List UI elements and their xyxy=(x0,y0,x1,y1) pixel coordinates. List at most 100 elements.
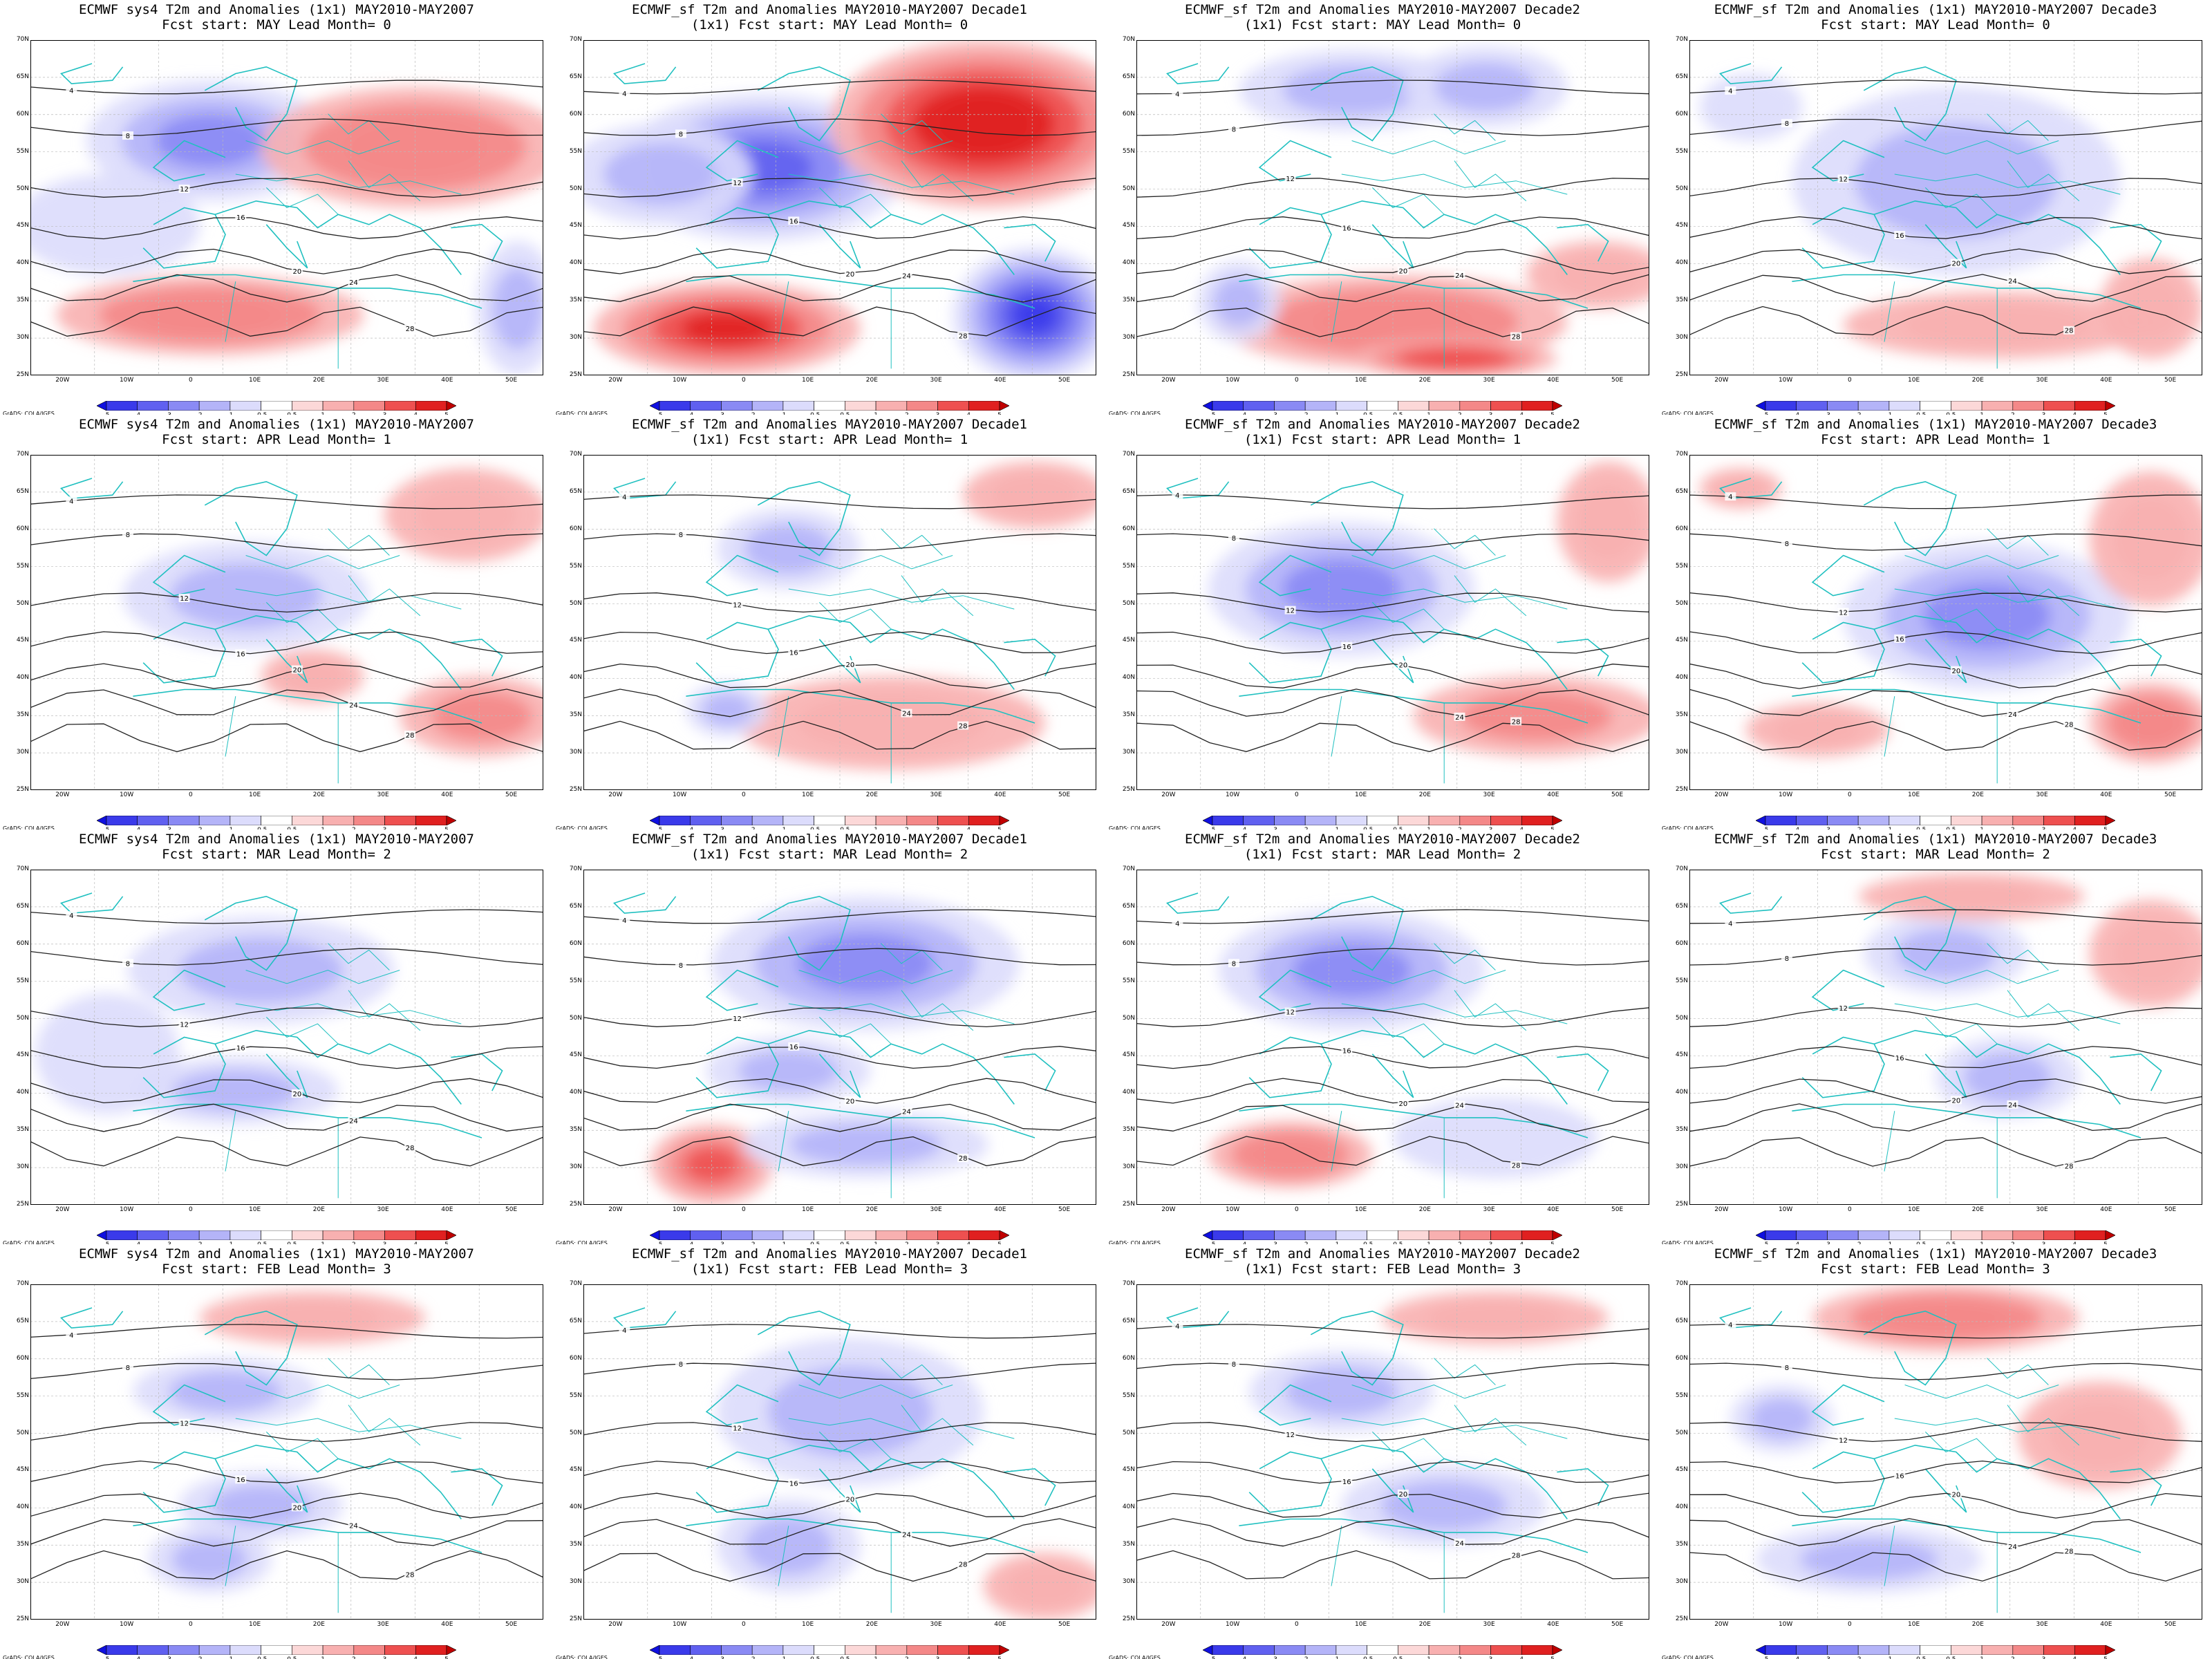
isotherm-contour xyxy=(1136,909,1649,924)
longitude-label: 30E xyxy=(2036,1621,2048,1628)
coastline xyxy=(686,1103,1035,1138)
latitude-label: 70N xyxy=(1675,36,1688,43)
latitude-label: 50N xyxy=(16,1014,29,1022)
colorbar-label: 4 xyxy=(2064,1656,2085,1659)
latitude-label: 65N xyxy=(1122,73,1135,80)
longitude-label: 10W xyxy=(672,377,687,384)
isotherm-contour xyxy=(30,178,543,198)
contour-label: 20 xyxy=(1398,1100,1407,1108)
colorbar-label: -1 xyxy=(220,827,241,830)
isotherm-contour xyxy=(1689,592,2202,613)
coastline xyxy=(818,224,861,269)
isotherm-contour xyxy=(30,216,543,240)
country-border xyxy=(1434,113,1496,141)
anomaly-map: 4 8 12 16 20 24 28 xyxy=(30,870,543,1205)
contour-label: 20 xyxy=(1951,261,1960,268)
coastline xyxy=(1320,615,1568,690)
grads-credit: GrADS: COLA/IGES xyxy=(556,1240,608,1244)
coastline xyxy=(152,140,226,182)
colorbar-label: -2 xyxy=(189,1241,209,1244)
longitude-label: 20W xyxy=(55,1621,70,1628)
contour-label: 8 xyxy=(679,1361,683,1369)
coastline xyxy=(1320,1029,1568,1105)
latitude-label: 25N xyxy=(569,1615,582,1622)
latitude-label: 35N xyxy=(569,297,582,304)
anomaly-area xyxy=(1393,1097,1598,1179)
latitude-label: 35N xyxy=(16,1126,29,1134)
isotherm-contour xyxy=(1689,1137,2202,1167)
colorbar-label: -5 xyxy=(1202,827,1223,830)
colorbar-label: -4 xyxy=(1786,1656,1807,1659)
grads-credit: GrADS: COLA/IGES xyxy=(1109,411,1161,415)
longitude-label: 20W xyxy=(1714,1621,1729,1628)
panel-subtitle: Fcst start: FEB Lead Month= 3 xyxy=(1821,1262,2050,1277)
anomaly-area xyxy=(492,267,543,350)
latitude-label: 45N xyxy=(1675,222,1688,229)
contour-label: 4 xyxy=(622,91,626,98)
country-border xyxy=(235,1418,462,1439)
country-border xyxy=(1894,174,2121,195)
coastline xyxy=(1320,1444,1568,1519)
anomaly-map: 4 8 12 16 20 24 28 xyxy=(30,40,543,375)
contour-label: 16 xyxy=(789,1480,798,1488)
colorbar-label: 5 xyxy=(436,412,457,415)
longitude-label: 50E xyxy=(2164,1206,2177,1213)
longitude-label: 30E xyxy=(1483,1621,1495,1628)
coastline xyxy=(1310,895,1404,971)
longitude-label: 20E xyxy=(865,1621,878,1628)
isotherm-contour xyxy=(583,79,1096,95)
grads-credit: GrADS: COLA/IGES xyxy=(1662,1655,1714,1659)
latitude-label: 30N xyxy=(1675,334,1688,341)
colorbar-label: -5 xyxy=(1755,412,1776,415)
country-border xyxy=(1924,1017,1998,1044)
country-border xyxy=(778,281,789,342)
coastline xyxy=(686,1518,1035,1553)
contour-label: 20 xyxy=(292,1091,301,1098)
coastline xyxy=(1371,1468,1414,1513)
latitude-label: 25N xyxy=(1675,1201,1688,1208)
colorbar-label: 2 xyxy=(1450,1241,1470,1244)
anomaly-area xyxy=(1434,62,1536,112)
latitude-label: 30N xyxy=(569,1578,582,1586)
latitude-label: 60N xyxy=(1675,939,1688,947)
colorbar-label: 4 xyxy=(1511,827,1532,830)
panel-subtitle: Fcst start: MAY Lead Month= 0 xyxy=(162,17,391,32)
colorbar-label: 2 xyxy=(2003,412,2023,415)
panel-title: ECMWF sys4 T2m and Anomalies (1x1) MAY20… xyxy=(79,417,474,432)
contour-label: 8 xyxy=(126,133,130,140)
coastline xyxy=(1863,480,1957,556)
coastline xyxy=(1863,66,1957,142)
contour-label: 28 xyxy=(1512,334,1521,341)
coastline xyxy=(142,1451,226,1513)
map-panel: ECMWF_sf T2m and Anomalies MAY2010-MAY20… xyxy=(553,0,1106,415)
colorbar-label: 2 xyxy=(897,827,917,830)
longitude-label: 40E xyxy=(1547,377,1559,384)
latitude-label: 60N xyxy=(569,1354,582,1362)
longitude-label: 10E xyxy=(1908,1621,1920,1628)
contour-label: 20 xyxy=(1398,662,1407,669)
coastline xyxy=(695,621,779,684)
longitude-label: 30E xyxy=(2036,377,2048,384)
latitude-label: 65N xyxy=(16,487,29,495)
country-border xyxy=(1904,140,2059,155)
longitude-label: 40E xyxy=(441,791,453,798)
colorbar-label: 1 xyxy=(865,412,886,415)
country-border xyxy=(328,1358,390,1385)
isotherm-contour xyxy=(1136,274,1649,303)
colorbar-label: 2 xyxy=(897,412,917,415)
colorbar-label: -1 xyxy=(1326,412,1347,415)
latitude-label: 60N xyxy=(1122,1354,1135,1362)
contour-label: 20 xyxy=(1951,1492,1960,1499)
colorbar-label: -5 xyxy=(96,827,117,830)
isotherm-contour xyxy=(30,631,543,655)
colorbar-label: 2 xyxy=(2003,827,2023,830)
contour-label: 28 xyxy=(1512,718,1521,726)
longitude-label: 10W xyxy=(1778,1621,1793,1628)
colorbar-label: 0.5 xyxy=(281,1241,302,1244)
isotherm-contour xyxy=(30,1324,543,1339)
longitude-label: 10W xyxy=(1225,377,1240,384)
longitude-label: 20E xyxy=(865,1206,878,1213)
coastline xyxy=(767,615,1015,690)
grads-credit: GrADS: COLA/IGES xyxy=(3,1655,55,1659)
